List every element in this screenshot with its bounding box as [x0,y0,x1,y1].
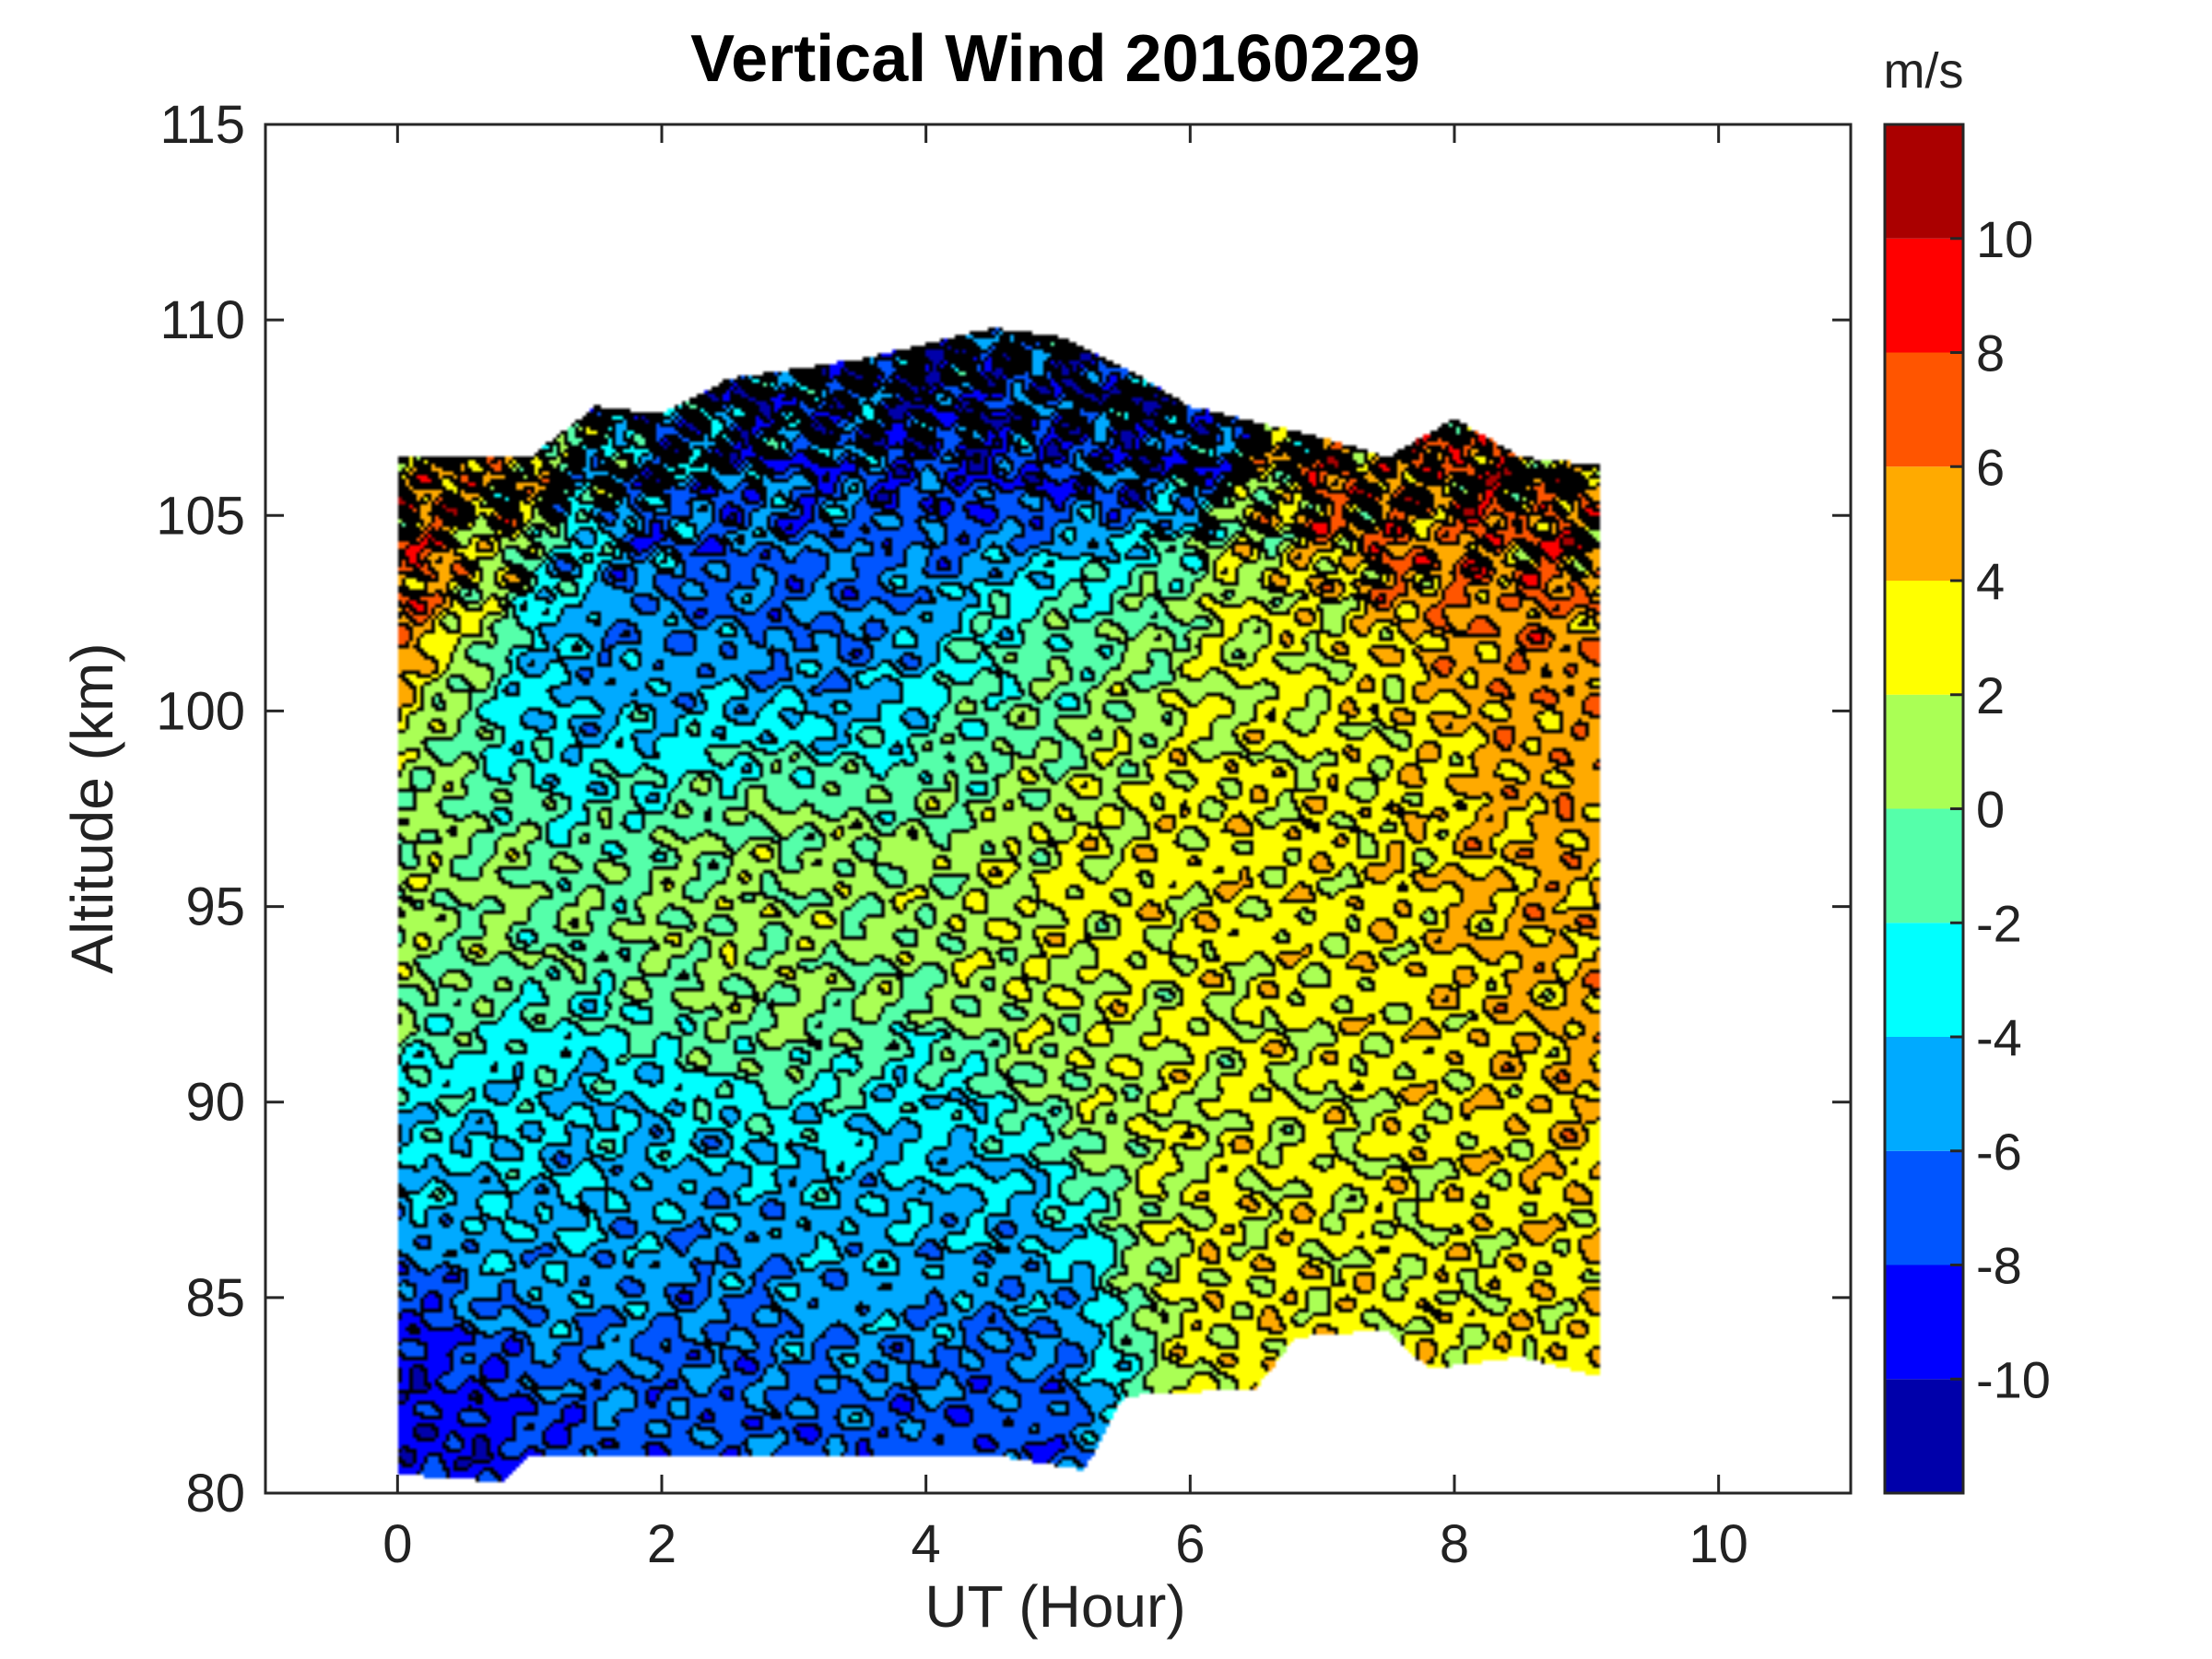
colorbar-tick-label: -8 [1976,1237,2022,1295]
colorbar: -10 -8 -6 -4 -2 0 2 4 6 8 10 [1883,123,2051,1495]
x-tick-label: 8 [1440,1514,1469,1574]
colorbar-band [1885,808,1963,924]
x-tick-label: 10 [1688,1514,1748,1574]
colorbar-band [1885,581,1963,695]
colorbar-tick-label: -4 [1976,1008,2022,1066]
x-tick-label: 2 [647,1514,677,1574]
y-tick-label: 100 [156,681,245,741]
colorbar-tick-label: 4 [1976,552,2005,610]
colorbar-band [1885,124,1963,239]
colorbar-tick-label: -10 [1976,1350,2051,1408]
x-tick-label: 0 [382,1514,412,1574]
colorbar-band [1885,1379,1963,1493]
colorbar-band [1885,1150,1963,1265]
colorbar-tick-label: 6 [1976,438,2005,496]
y-axis: 80 85 90 95 100 105 110 115 [156,95,1851,1524]
x-tick-label: 6 [1175,1514,1205,1574]
colorbar-band [1885,694,1963,809]
x-tick-label: 4 [912,1514,941,1574]
plot-area-frame [264,123,1853,1495]
colorbar-tick-label: 8 [1976,324,2005,382]
vertical-wind-field [265,124,1851,1493]
y-axis-label: Altitude (km) [59,642,125,973]
y-tick-label: 105 [156,486,245,546]
chart-title: Vertical Wind 20160229 [690,22,1420,96]
colorbar-tick-label: 0 [1976,781,2005,839]
y-tick-label: 115 [160,95,245,155]
colorbar-unit-label: m/s [1884,43,1964,99]
y-tick-label: 90 [185,1073,245,1133]
contour-layer [265,124,1851,1493]
y-tick-label: 110 [160,290,245,350]
colorbar-tick-label: 2 [1976,666,2005,724]
colorbar-band [1885,1265,1963,1380]
colorbar-tick-label: -6 [1976,1123,2022,1181]
y-tick-label: 80 [185,1464,245,1524]
y-tick-label: 95 [185,877,245,937]
colorbar-band [1885,238,1963,353]
colorbar-band [1885,466,1963,581]
colorbar-band [1885,1037,1963,1151]
y-tick-label: 85 [185,1268,245,1328]
colorbar-band [1885,352,1963,467]
x-axis-label: UT (Hour) [924,1573,1185,1640]
x-axis: 0 2 4 6 8 10 [382,124,1748,1574]
colorbar-tick-label: -2 [1976,894,2022,952]
colorbar-band [1885,923,1963,1037]
colorbar-tick-label: 10 [1976,210,2033,268]
